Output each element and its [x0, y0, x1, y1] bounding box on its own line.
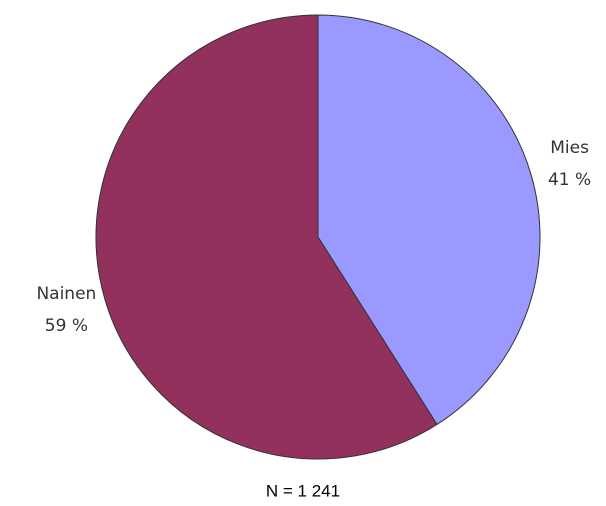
- pie-slice: [317, 14, 541, 426]
- slice-label: Nainen: [36, 284, 96, 304]
- slice-label: Mies: [550, 138, 589, 158]
- slice-value-label: 41 %: [548, 170, 591, 190]
- slice-value-label: 59 %: [45, 316, 88, 336]
- pie-slice: [95, 14, 438, 460]
- note: N = 1 241: [266, 481, 340, 500]
